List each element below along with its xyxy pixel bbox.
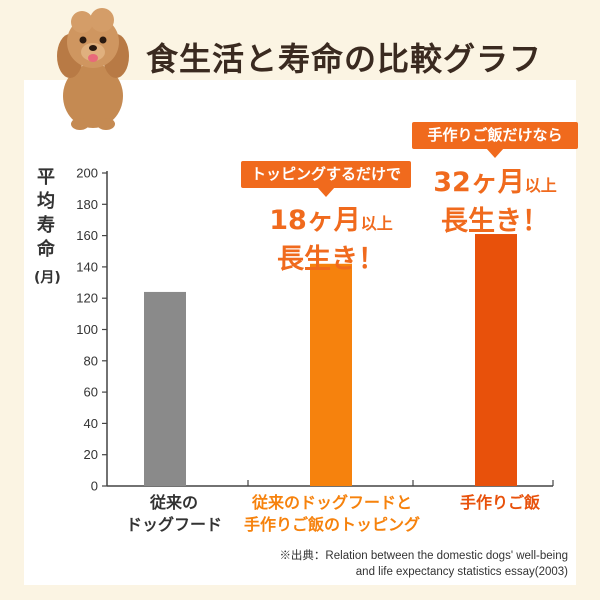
category-label-conventional: 従来の ドッグフード: [104, 492, 244, 536]
category-label-conventional-line2: ドッグフード: [125, 515, 222, 534]
y-tick-label: 80: [84, 353, 98, 368]
y-tick-label: 180: [76, 197, 98, 212]
y-tick-label: 120: [76, 291, 98, 306]
callout-topping: トッピングするだけで: [241, 161, 411, 197]
annotation-homemade: 32ヶ月以上 長生き！: [420, 160, 570, 238]
callout-homemade-pointer: [486, 148, 504, 158]
source-citation: ※出典：Relation between the domestic dogs' …: [279, 548, 568, 580]
y-tick-label: 20: [84, 447, 98, 462]
annotation-homemade-suffix: 以上: [524, 176, 557, 195]
y-axis-label: 平均寿命 (月): [34, 166, 61, 290]
source-line2: and life expectancy statistics essay(200…: [355, 566, 568, 578]
category-label-topping-line1: 従来のドッグフードと: [251, 493, 412, 512]
source-line1: ※出典：Relation between the domestic dogs' …: [279, 550, 568, 562]
y-tick-label: 200: [76, 166, 98, 181]
callout-topping-text: トッピングするだけで: [250, 165, 401, 183]
y-axis-title: 平均寿命: [37, 167, 55, 260]
y-tick-label: 60: [84, 385, 98, 400]
y-tick-label: 140: [76, 259, 98, 274]
category-label-homemade: 手作りご飯: [440, 492, 560, 514]
bar: [310, 263, 352, 486]
annotation-homemade-line2: 長生き！: [441, 206, 549, 237]
annotation-homemade-months: 32ヶ月: [433, 167, 525, 198]
annotation-topping-line2: 長生き！: [277, 244, 385, 275]
dog-icon: [57, 8, 129, 130]
page-title: 食生活と寿命の比較グラフ: [146, 40, 543, 78]
bar: [144, 291, 186, 486]
y-tick-label: 0: [91, 479, 98, 494]
annotation-topping-months: 18ヶ月: [269, 205, 361, 236]
category-label-topping-line2: 手作りご飯のトッピング: [243, 515, 420, 534]
y-tick-label: 160: [76, 228, 98, 243]
y-tick-label: 40: [84, 416, 98, 431]
callout-homemade-text: 手作りご飯だけなら: [427, 126, 563, 144]
category-label-topping: 従来のドッグフードと 手作りご飯のトッピング: [226, 492, 438, 536]
category-label-conventional-line1: 従来の: [149, 493, 198, 512]
category-label-homemade-line1: 手作りご飯: [459, 493, 540, 512]
y-axis-unit: (月): [34, 270, 61, 286]
annotation-topping: 18ヶ月以上 長生き！: [256, 198, 406, 276]
callout-homemade: 手作りご飯だけなら: [412, 122, 578, 158]
bar: [475, 234, 517, 486]
callout-topping-pointer: [317, 187, 335, 197]
annotation-topping-suffix: 以上: [360, 214, 393, 233]
y-tick-label: 100: [76, 322, 98, 337]
